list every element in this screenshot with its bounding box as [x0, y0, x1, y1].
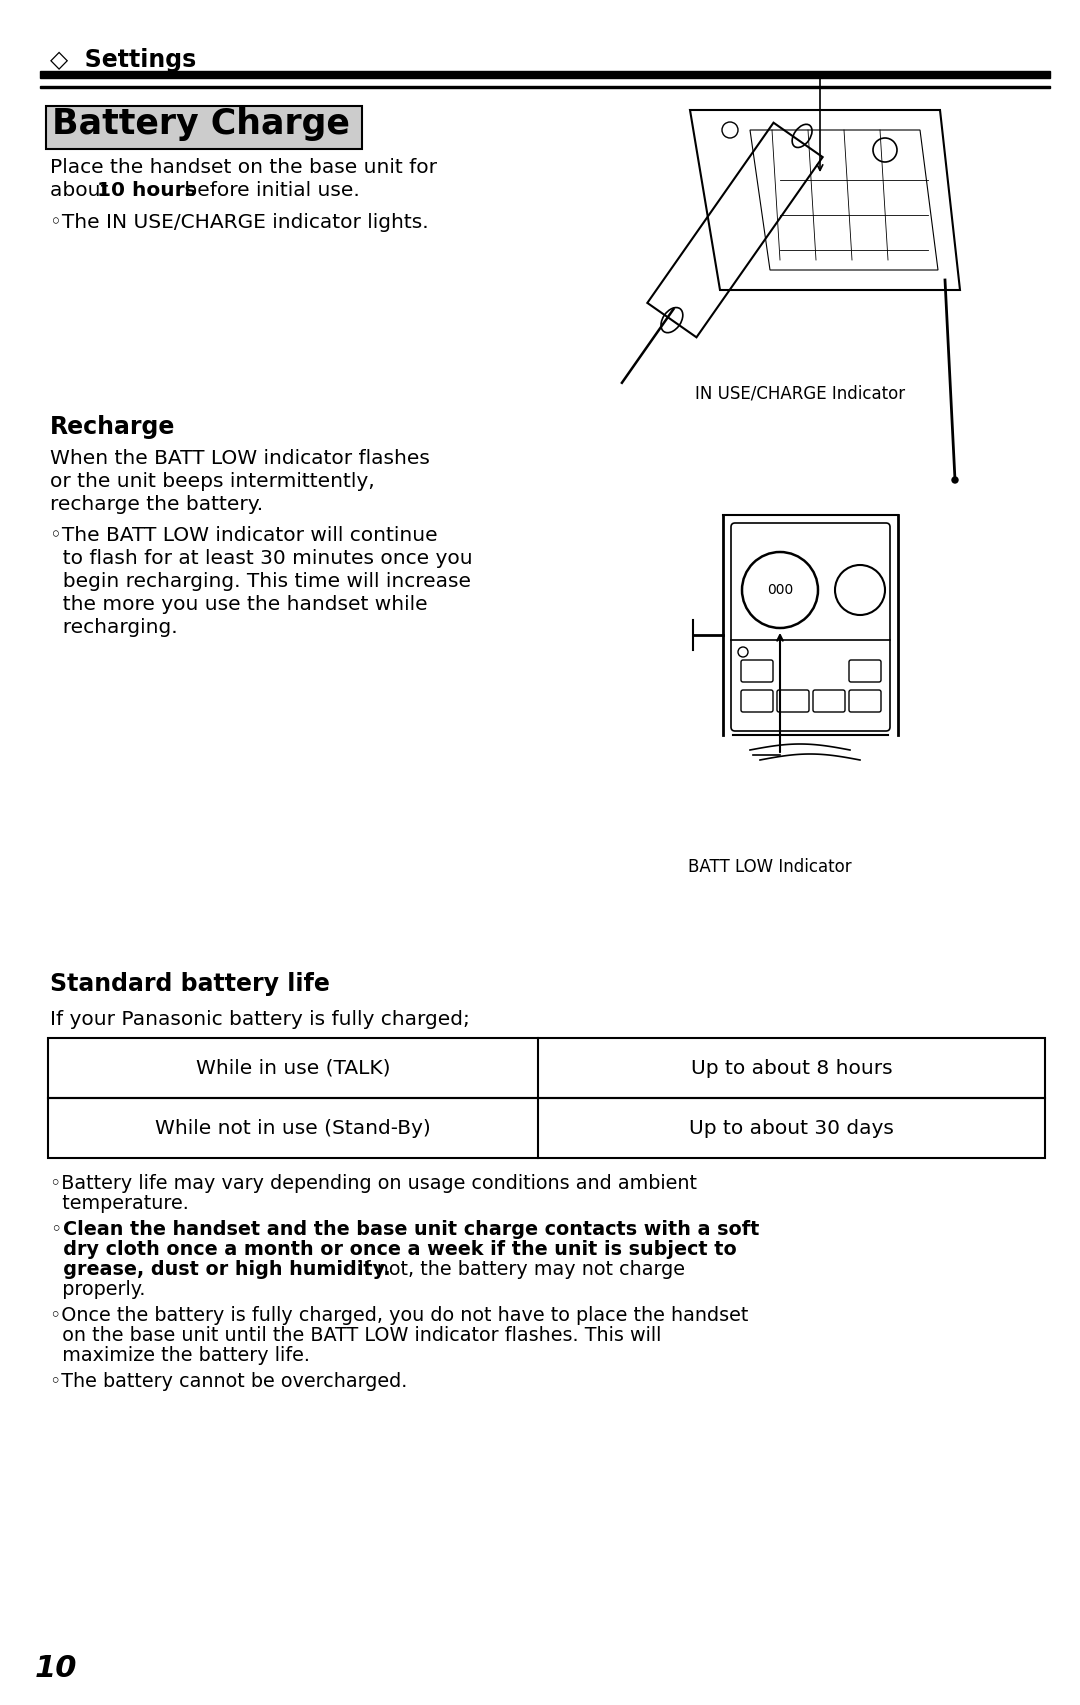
Text: Standard battery life: Standard battery life	[50, 972, 329, 996]
Text: ◦Once the battery is fully charged, you do not have to place the handset: ◦Once the battery is fully charged, you …	[50, 1306, 748, 1325]
Text: properly.: properly.	[50, 1280, 146, 1299]
Text: ◦The battery cannot be overcharged.: ◦The battery cannot be overcharged.	[50, 1373, 407, 1391]
Text: If your Panasonic battery is fully charged;: If your Panasonic battery is fully charg…	[50, 1009, 470, 1030]
Text: BATT LOW Indicator: BATT LOW Indicator	[688, 858, 852, 876]
Text: Battery Charge: Battery Charge	[52, 107, 350, 142]
Text: or the unit beeps intermittently,: or the unit beeps intermittently,	[50, 472, 375, 491]
Text: Recharge: Recharge	[50, 414, 175, 438]
Text: recharging.: recharging.	[50, 617, 177, 638]
Text: ◦The IN USE/CHARGE indicator lights.: ◦The IN USE/CHARGE indicator lights.	[50, 213, 429, 232]
Bar	[48, 1098, 1045, 1158]
Text: If not, the battery may not charge: If not, the battery may not charge	[352, 1260, 685, 1279]
Text: ◦The BATT LOW indicator will continue: ◦The BATT LOW indicator will continue	[50, 527, 437, 546]
Text: 000: 000	[767, 583, 793, 597]
Text: about: about	[50, 181, 114, 199]
Text: ◦Battery life may vary depending on usage conditions and ambient: ◦Battery life may vary depending on usag…	[50, 1175, 697, 1194]
Text: dry cloth once a month or once a week if the unit is subject to: dry cloth once a month or once a week if…	[50, 1240, 737, 1258]
Text: to flash for at least 30 minutes once you: to flash for at least 30 minutes once yo…	[50, 549, 473, 568]
Bar	[48, 1038, 1045, 1098]
Text: recharge the battery.: recharge the battery.	[50, 494, 264, 513]
Text: grease, dust or high humidity.: grease, dust or high humidity.	[50, 1260, 391, 1279]
Bar	[40, 85, 1050, 89]
Text: While in use (TALK): While in use (TALK)	[195, 1059, 390, 1078]
Text: While not in use (Stand-By): While not in use (Stand-By)	[156, 1118, 431, 1137]
Text: Up to about 8 hours: Up to about 8 hours	[691, 1059, 892, 1078]
FancyBboxPatch shape	[46, 106, 362, 148]
Text: Clean the handset and the base unit charge contacts with a soft: Clean the handset and the base unit char…	[63, 1221, 759, 1240]
Text: IN USE/CHARGE Indicator: IN USE/CHARGE Indicator	[694, 385, 905, 402]
Text: maximize the battery life.: maximize the battery life.	[50, 1345, 310, 1366]
Text: ◇  Settings: ◇ Settings	[50, 48, 197, 72]
Text: Up to about 30 days: Up to about 30 days	[689, 1118, 894, 1137]
Text: ◦: ◦	[50, 1221, 62, 1240]
Text: the more you use the handset while: the more you use the handset while	[50, 595, 428, 614]
Text: 10: 10	[35, 1654, 78, 1683]
Text: When the BATT LOW indicator flashes: When the BATT LOW indicator flashes	[50, 448, 430, 467]
Text: before initial use.: before initial use.	[178, 181, 360, 199]
Text: begin recharging. This time will increase: begin recharging. This time will increas…	[50, 571, 471, 592]
Bar	[40, 72, 1050, 78]
Text: Place the handset on the base unit for: Place the handset on the base unit for	[50, 159, 437, 177]
Text: on the base unit until the BATT LOW indicator flashes. This will: on the base unit until the BATT LOW indi…	[50, 1326, 661, 1345]
Text: temperature.: temperature.	[50, 1194, 189, 1212]
Circle shape	[951, 477, 958, 483]
Text: 10 hours: 10 hours	[97, 181, 197, 199]
